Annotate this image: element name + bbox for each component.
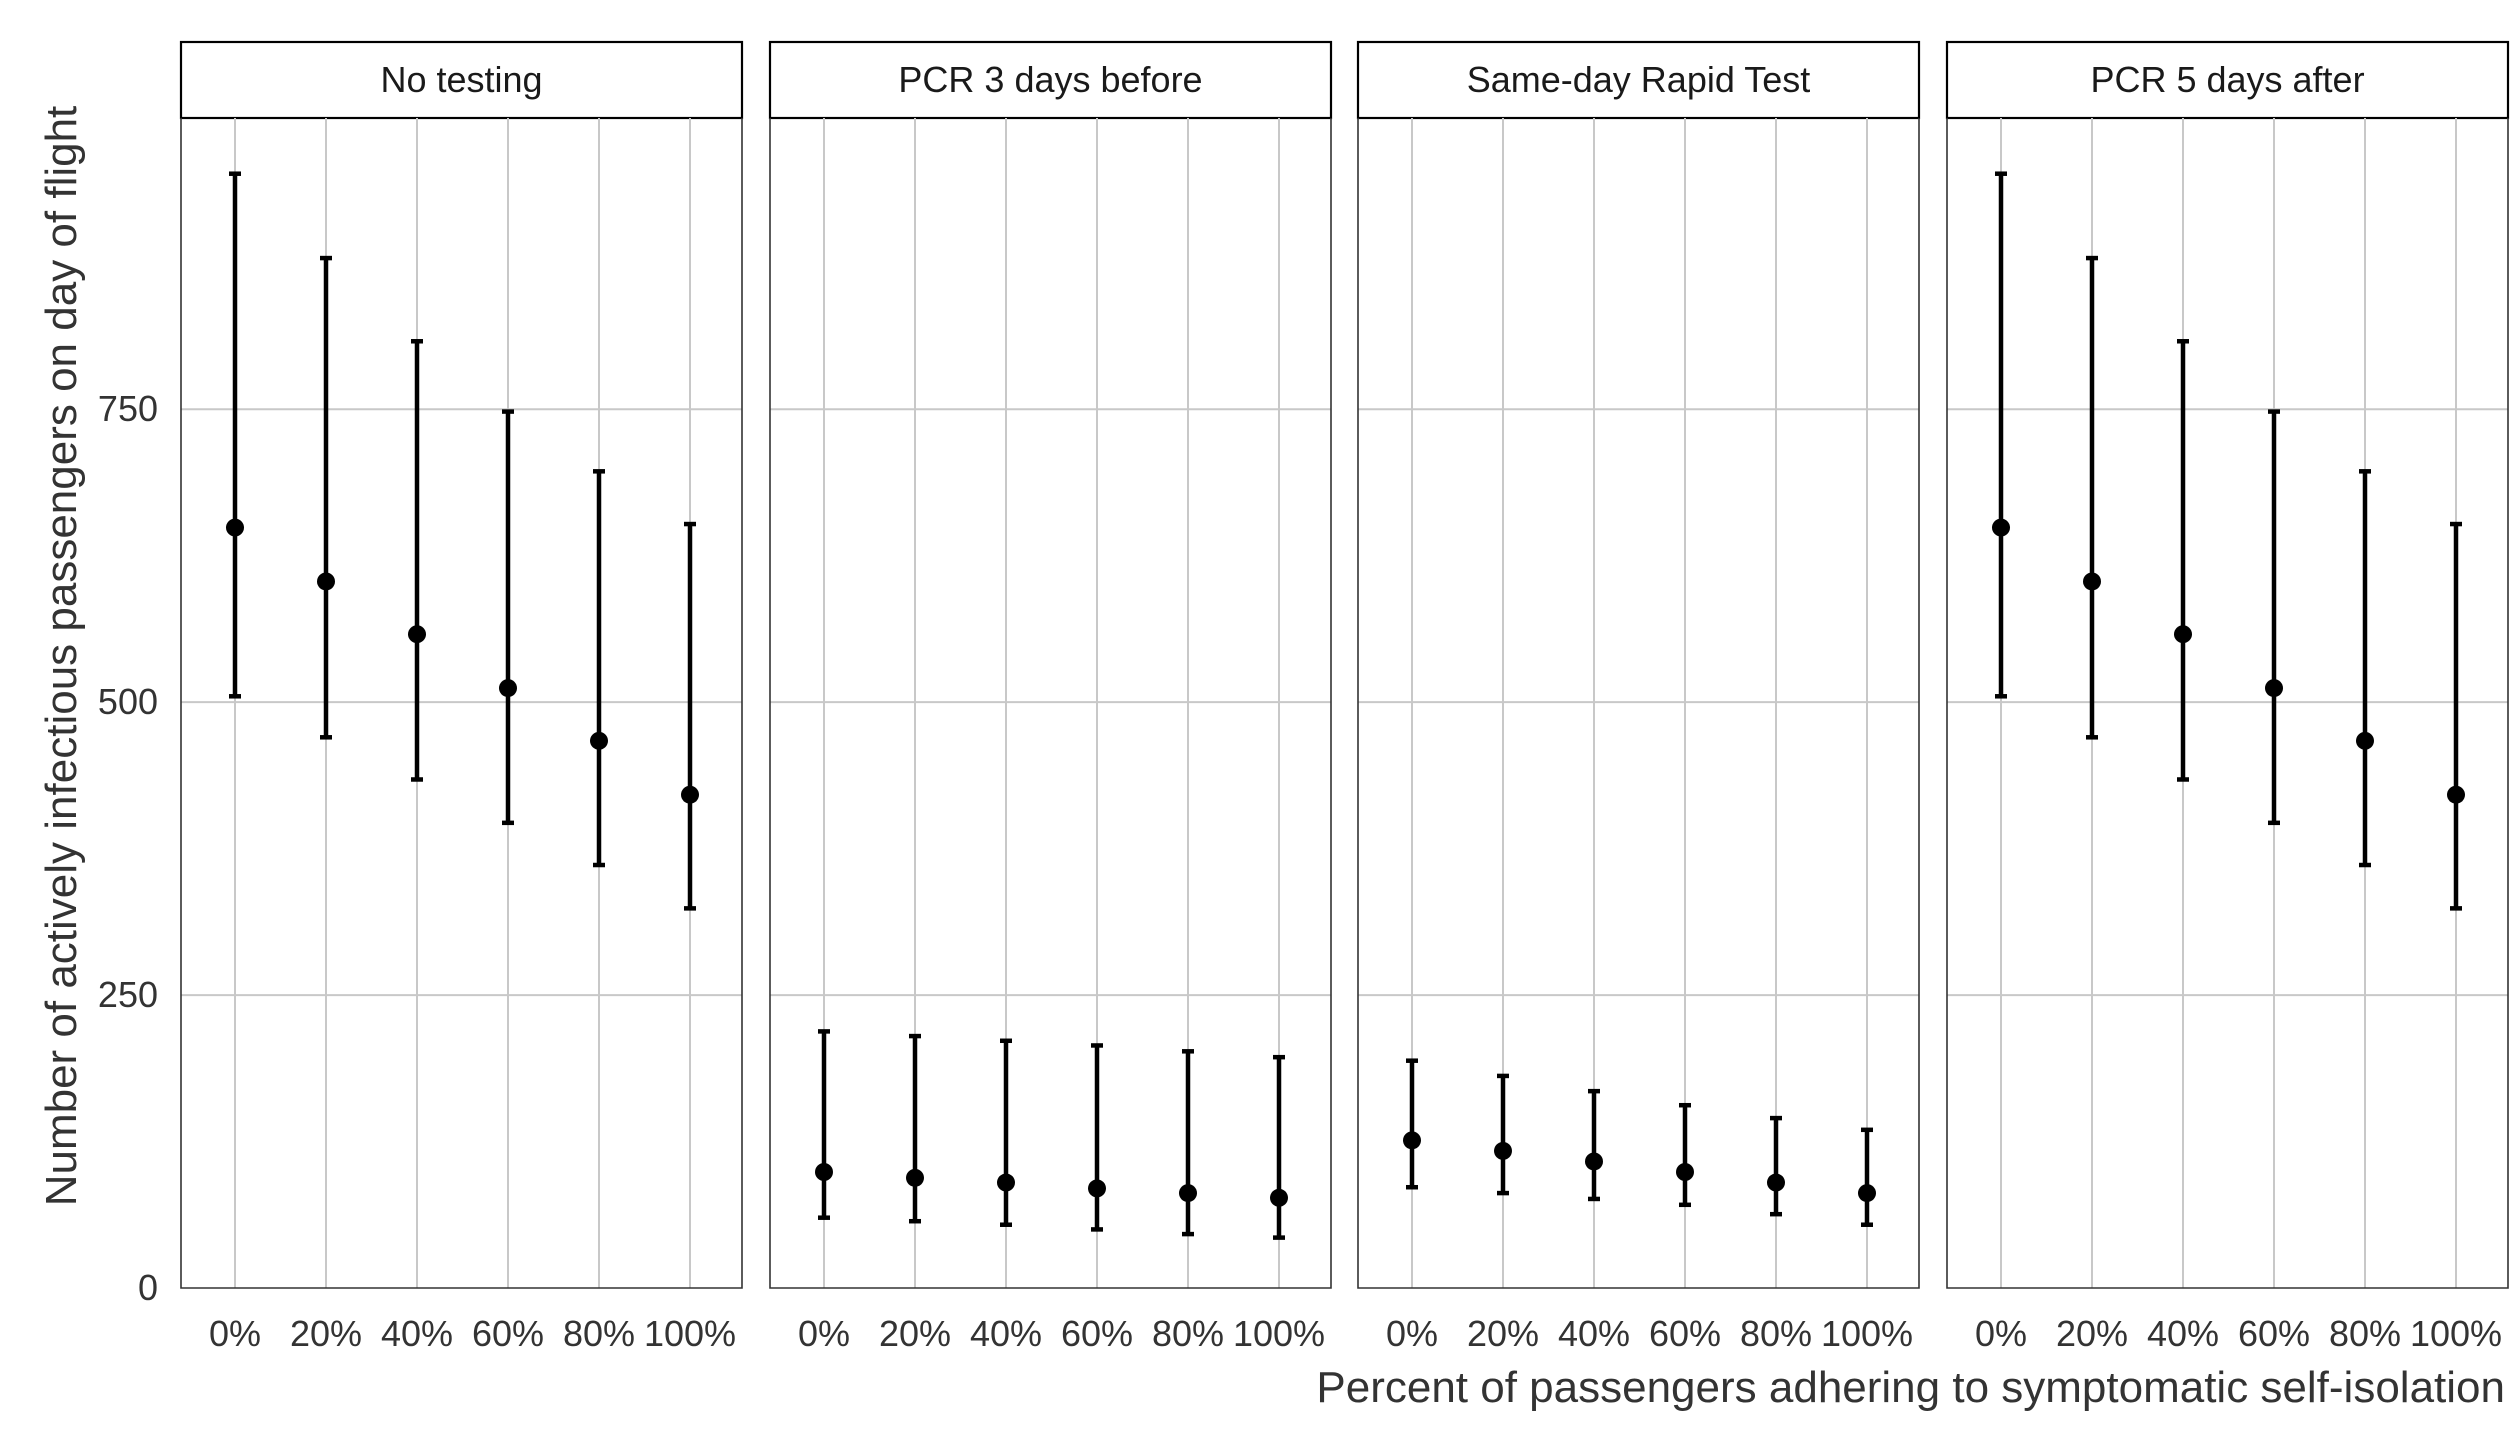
x-tick-label: 0% — [798, 1313, 850, 1354]
mean-point — [1088, 1179, 1106, 1198]
x-tick-label: 20% — [2056, 1313, 2128, 1354]
facet-panel: No testing 0% 20% 40% 60% 80% 100% — [179, 40, 744, 1354]
y-tick-label: 750 — [98, 388, 158, 429]
x-tick-label: 20% — [290, 1313, 362, 1354]
x-tick-label: 80% — [563, 1313, 635, 1354]
panel-frame — [1946, 118, 2509, 1289]
x-tick-label: 100% — [1233, 1313, 1325, 1354]
mean-point — [1585, 1152, 1603, 1171]
panel-frame — [180, 118, 743, 1289]
x-axis-title: Percent of passengers adhering to sympto… — [1316, 1363, 2505, 1412]
x-tick-label: 20% — [879, 1313, 951, 1354]
x-tick-label: 40% — [381, 1313, 453, 1354]
mean-point — [1676, 1163, 1694, 1182]
y-axis: 0 250 500 750 — [98, 388, 158, 1308]
facet-title: PCR 5 days after — [2090, 59, 2364, 100]
x-tick-label: 80% — [1152, 1313, 1224, 1354]
facet-title: No testing — [380, 59, 542, 100]
y-tick-label: 0 — [138, 1267, 158, 1308]
y-tick-label: 250 — [98, 974, 158, 1015]
facet-title: Same-day Rapid Test — [1467, 59, 1811, 100]
x-tick-label: 80% — [2329, 1313, 2401, 1354]
mean-point — [997, 1173, 1015, 1192]
mean-point — [1270, 1188, 1288, 1207]
mean-point — [317, 572, 335, 591]
mean-point — [590, 731, 608, 750]
y-tick-label: 500 — [98, 681, 158, 722]
x-tick-label: 40% — [1558, 1313, 1630, 1354]
panel-frame — [1357, 118, 1920, 1289]
x-tick-label: 0% — [1975, 1313, 2027, 1354]
y-axis-title: Number of actively infectious passengers… — [37, 106, 86, 1207]
x-tick-label: 0% — [209, 1313, 261, 1354]
panel-frame — [769, 118, 1332, 1289]
facet-strip — [1945, 40, 2510, 120]
x-tick-label: 20% — [1467, 1313, 1539, 1354]
x-tick-label: 60% — [1061, 1313, 1133, 1354]
mean-point — [815, 1163, 833, 1182]
mean-point — [2174, 625, 2192, 644]
mean-point — [1767, 1173, 1785, 1192]
mean-point — [226, 518, 244, 537]
mean-point — [2083, 572, 2101, 591]
facet-title: PCR 3 days before — [898, 59, 1202, 100]
facet-strip — [179, 40, 744, 120]
x-tick-label: 40% — [2147, 1313, 2219, 1354]
x-tick-label: 100% — [1821, 1313, 1913, 1354]
facet-panel: PCR 3 days before 0% 20% 40% 60% 80% 100% — [768, 40, 1333, 1354]
x-tick-label: 100% — [644, 1313, 736, 1354]
mean-point — [906, 1168, 924, 1187]
mean-point — [1992, 518, 2010, 537]
x-tick-label: 80% — [1740, 1313, 1812, 1354]
mean-point — [499, 679, 517, 698]
x-tick-label: 0% — [1386, 1313, 1438, 1354]
mean-point — [1858, 1184, 1876, 1203]
x-tick-label: 60% — [1649, 1313, 1721, 1354]
mean-point — [2265, 679, 2283, 698]
x-tick-label: 40% — [970, 1313, 1042, 1354]
facet-strip — [1356, 40, 1921, 120]
mean-point — [408, 625, 426, 644]
mean-point — [681, 785, 699, 804]
mean-point — [1403, 1131, 1421, 1150]
x-tick-label: 60% — [472, 1313, 544, 1354]
mean-point — [1494, 1141, 1512, 1160]
facet-strip — [768, 40, 1333, 120]
facet-panel: PCR 5 days after 0% 20% 40% 60% 80% 100% — [1945, 40, 2510, 1354]
x-tick-label: 100% — [2410, 1313, 2502, 1354]
facet-panel: Same-day Rapid Test 0% 20% 40% 60% 80% 100% — [1356, 40, 1921, 1354]
x-tick-label: 60% — [2238, 1313, 2310, 1354]
mean-point — [2447, 785, 2465, 804]
mean-point — [1179, 1184, 1197, 1203]
mean-point — [2356, 731, 2374, 750]
